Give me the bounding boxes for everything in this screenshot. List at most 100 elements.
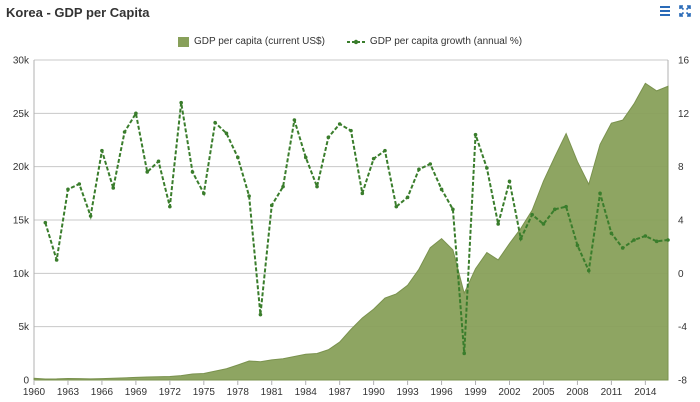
gdp-growth-line bbox=[44, 102, 669, 354]
gdp-growth-point[interactable] bbox=[349, 128, 353, 133]
x-tick-label: 1978 bbox=[227, 387, 250, 398]
y-right-tick-label: 12 bbox=[678, 109, 690, 120]
x-tick-label: 1975 bbox=[193, 387, 216, 398]
gdp-growth-point[interactable] bbox=[54, 258, 59, 262]
gdp-growth-point[interactable] bbox=[122, 130, 127, 134]
gdp-growth-point[interactable] bbox=[620, 246, 625, 250]
x-tick-label: 1984 bbox=[295, 387, 318, 398]
gdp-growth-point[interactable] bbox=[315, 184, 319, 189]
y-left-tick-label: 5k bbox=[18, 322, 30, 333]
gdp-growth-point[interactable] bbox=[168, 204, 172, 209]
gdp-growth-point[interactable] bbox=[371, 156, 376, 161]
gdp-growth-point[interactable] bbox=[100, 148, 104, 153]
expand-fullscreen-icon[interactable] bbox=[678, 4, 692, 18]
gdp-growth-point[interactable] bbox=[179, 100, 183, 105]
x-tick-label: 2011 bbox=[601, 387, 623, 398]
gdp-growth-point[interactable] bbox=[575, 243, 580, 248]
gdp-growth-point[interactable] bbox=[190, 170, 195, 174]
gdp-growth-point[interactable] bbox=[88, 214, 93, 218]
chart-legend: GDP per capita (current US$) GDP per cap… bbox=[0, 36, 700, 47]
gdp-growth-point[interactable] bbox=[654, 239, 659, 244]
x-tick-label: 1963 bbox=[57, 387, 80, 398]
x-tick-label: 1993 bbox=[396, 387, 419, 398]
gdp-growth-point[interactable] bbox=[134, 111, 138, 116]
gdp-growth-point[interactable] bbox=[666, 238, 670, 242]
gdp-growth-point[interactable] bbox=[541, 222, 546, 226]
gdp-growth-point[interactable] bbox=[609, 231, 614, 236]
gdp-growth-point[interactable] bbox=[417, 167, 421, 172]
gdp-growth-point[interactable] bbox=[213, 120, 217, 125]
y-right-tick-label: -4 bbox=[678, 322, 687, 333]
gdp-growth-point[interactable] bbox=[258, 312, 263, 317]
gdp-growth-point[interactable] bbox=[530, 212, 534, 217]
x-tick-label: 2002 bbox=[498, 387, 521, 398]
gdp-growth-point[interactable] bbox=[552, 207, 557, 212]
gdp-growth-point[interactable] bbox=[292, 118, 297, 122]
gdp-growth-point[interactable] bbox=[326, 135, 331, 140]
y-right-tick-label: 4 bbox=[678, 216, 684, 227]
gdp-growth-point[interactable] bbox=[598, 191, 602, 196]
gdp-growth-point[interactable] bbox=[462, 351, 467, 356]
y-left-tick-label: 10k bbox=[13, 269, 30, 280]
x-tick-label: 1990 bbox=[363, 387, 386, 398]
gdp-growth-point[interactable] bbox=[202, 191, 206, 196]
gdp-growth-point[interactable] bbox=[439, 187, 444, 192]
x-tick-label: 1972 bbox=[159, 387, 182, 398]
gdp-growth-point[interactable] bbox=[473, 132, 478, 137]
gdp-growth-point[interactable] bbox=[507, 179, 512, 184]
x-tick-label: 1996 bbox=[430, 387, 453, 398]
gdp-growth-point[interactable] bbox=[77, 182, 82, 186]
y-left-tick-label: 20k bbox=[13, 162, 30, 173]
gdp-growth-point[interactable] bbox=[303, 155, 308, 160]
y-left-tick-label: 25k bbox=[13, 109, 30, 120]
y-right-tick-label: -8 bbox=[678, 376, 687, 387]
y-right-tick-label: 16 bbox=[678, 56, 690, 67]
gdp-growth-point[interactable] bbox=[451, 207, 455, 212]
gdp-growth-point[interactable] bbox=[66, 187, 70, 192]
legend-line-swatch bbox=[346, 39, 365, 44]
gdp-growth-point[interactable] bbox=[145, 170, 150, 174]
gdp-growth-point[interactable] bbox=[156, 159, 161, 164]
gdp-growth-point[interactable] bbox=[519, 236, 523, 241]
chart-title: Korea - GDP per Capita bbox=[6, 5, 150, 20]
legend-item-gdp-growth[interactable]: GDP per capita growth (annual %) bbox=[346, 36, 523, 47]
x-tick-label: 1966 bbox=[91, 387, 114, 398]
x-tick-label: 1969 bbox=[125, 387, 148, 398]
gdp-growth-point[interactable] bbox=[564, 204, 568, 209]
x-tick-label: 1960 bbox=[23, 387, 46, 398]
y-left-tick-label: 15k bbox=[13, 216, 30, 227]
y-right-tick-label: 8 bbox=[678, 162, 684, 173]
gdp-growth-point[interactable] bbox=[405, 195, 410, 200]
y-left-tick-label: 0 bbox=[23, 376, 29, 387]
legend-item-gdp-per-capita[interactable]: GDP per capita (current US$) bbox=[177, 36, 325, 47]
gdp-growth-point[interactable] bbox=[235, 155, 240, 160]
gdp-growth-point[interactable] bbox=[337, 122, 342, 126]
gdp-growth-point[interactable] bbox=[383, 148, 387, 153]
gdp-growth-point[interactable] bbox=[269, 203, 274, 208]
gdp-growth-point[interactable] bbox=[43, 220, 48, 225]
legend-label-gdp-growth: GDP per capita growth (annual %) bbox=[369, 36, 523, 47]
gdp-growth-point[interactable] bbox=[586, 268, 591, 273]
y-right-tick-label: 0 bbox=[678, 269, 684, 280]
x-tick-label: 2014 bbox=[634, 387, 657, 398]
gdp-per-capita-area bbox=[33, 82, 669, 381]
gdp-growth-point[interactable] bbox=[111, 186, 116, 190]
gdp-growth-point[interactable] bbox=[643, 234, 648, 238]
legend-label-gdp-per-capita: GDP per capita (current US$) bbox=[193, 36, 325, 47]
gdp-growth-point[interactable] bbox=[247, 194, 251, 198]
gdp-growth-point[interactable] bbox=[281, 184, 285, 189]
gdp-growth-point[interactable] bbox=[428, 162, 433, 166]
chart-header: Korea - GDP per Capita bbox=[0, 0, 700, 26]
legend-area-swatch bbox=[177, 36, 189, 47]
gdp-growth-point[interactable] bbox=[496, 222, 500, 226]
gdp-growth-point[interactable] bbox=[485, 166, 489, 170]
gdp-growth-point[interactable] bbox=[224, 131, 229, 136]
gdp-growth-point[interactable] bbox=[360, 191, 365, 196]
x-tick-label: 2008 bbox=[566, 387, 589, 398]
hamburger-menu-icon[interactable] bbox=[658, 4, 672, 18]
x-tick-label: 1987 bbox=[329, 387, 352, 398]
gdp-growth-point[interactable] bbox=[394, 204, 399, 209]
gdp-growth-point[interactable] bbox=[632, 238, 636, 242]
x-tick-label: 1981 bbox=[261, 387, 284, 398]
